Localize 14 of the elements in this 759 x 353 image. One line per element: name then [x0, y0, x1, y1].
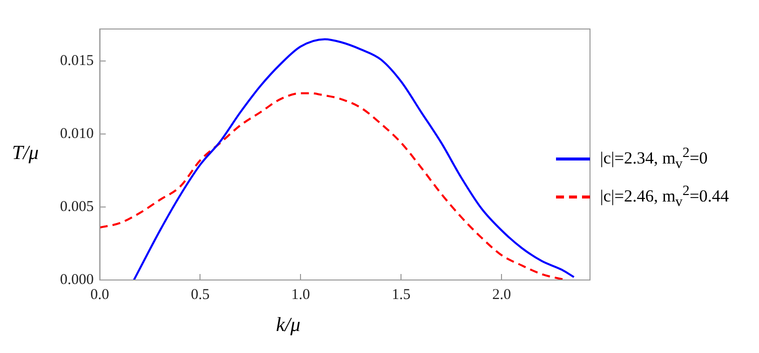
- y-tick-label: 0.000: [60, 272, 94, 288]
- line-series: [132, 38, 575, 280]
- x-tick-label: 0.5: [190, 286, 210, 303]
- x-tick-label: 0.0: [90, 286, 110, 303]
- y-axis-title: T/μ: [12, 142, 39, 165]
- y-tick-label: 0.005: [60, 198, 94, 215]
- x-tick-label: 1.5: [392, 286, 411, 303]
- y-tick-label: 0.010: [60, 126, 94, 142]
- x-tick-label: 2.0: [492, 286, 511, 303]
- y-tick-label: 0.015: [60, 53, 94, 70]
- x-axis-title: k/μ: [276, 314, 300, 337]
- x-tick-label: 1.0: [291, 286, 310, 303]
- legend-label: |c|=2.46, m$_{v}$$^{2}$=0.44: [600, 182, 729, 212]
- legend-label: |c|=2.34, m$_{v}$$^{2}$=0: [600, 144, 708, 174]
